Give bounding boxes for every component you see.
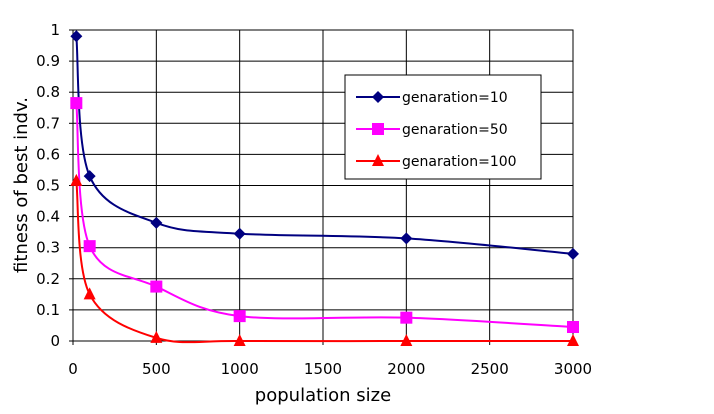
x-tick-label: 2500 [471, 360, 509, 378]
series-3 [70, 173, 579, 346]
data-point-marker [150, 330, 163, 343]
data-point-marker [150, 280, 163, 293]
x-axis-ticks: 0 500 1000 1500 2000 2500 3000 [68, 341, 592, 378]
series-1 [70, 30, 579, 260]
data-point-marker [70, 173, 83, 186]
x-tick-label: 3000 [554, 360, 592, 378]
y-tick-label: 0.2 [36, 270, 60, 288]
x-tick-label: 500 [142, 360, 171, 378]
data-point-marker [400, 311, 413, 324]
data-point-marker [400, 232, 413, 245]
x-tick-label: 1500 [304, 360, 342, 378]
y-tick-label: 0.8 [36, 83, 60, 101]
y-tick-label: 0.7 [36, 114, 60, 132]
data-point-marker [567, 247, 579, 260]
y-tick-label: 0.5 [36, 177, 60, 195]
data-point-marker [83, 240, 96, 253]
data-point-marker [70, 97, 83, 110]
y-tick-label: 0.3 [36, 239, 60, 257]
data-point-marker [150, 216, 163, 229]
legend-marker [372, 91, 384, 103]
legend-marker [372, 154, 384, 166]
data-point-marker [83, 170, 96, 183]
data-point-marker [567, 321, 579, 334]
data-point-marker [233, 227, 246, 240]
y-tick-label: 0.9 [36, 52, 60, 70]
legend-label: genaration=10 [402, 90, 508, 106]
x-tick-label: 2000 [387, 360, 425, 378]
data-point-marker [400, 334, 413, 346]
legend-item: genaration=100 [356, 154, 517, 170]
legend: genaration=10 genaration=50 genaration=100 [344, 74, 542, 180]
x-axis-title: population size [255, 385, 391, 406]
legend-label: genaration=50 [402, 122, 508, 138]
x-tick-label: 0 [68, 360, 78, 378]
data-point-marker [233, 310, 246, 323]
data-point-marker [567, 334, 579, 346]
x-tick-label: 1000 [221, 360, 259, 378]
y-axis-title: fitness of best indv. [11, 97, 32, 273]
y-tick-label: 0 [50, 332, 60, 350]
y-axis-ticks: 0 0.1 0.2 0.3 0.4 0.5 0.6 0.7 0.8 0.9 1 [36, 21, 73, 350]
series-line [75, 180, 573, 344]
legend-label: genaration=100 [402, 154, 517, 170]
legend-item: genaration=10 [356, 90, 508, 106]
series-line [75, 36, 574, 255]
y-tick-label: 1 [50, 21, 60, 39]
data-point-marker [83, 287, 96, 300]
data-point-marker [70, 30, 83, 43]
y-tick-label: 0.1 [36, 301, 60, 319]
legend-item: genaration=50 [356, 122, 508, 138]
y-tick-label: 0.4 [36, 208, 60, 226]
legend-marker [372, 123, 384, 135]
y-tick-label: 0.6 [36, 145, 60, 163]
series-group [70, 30, 579, 346]
series-2 [70, 97, 579, 334]
data-point-marker [233, 334, 246, 346]
series-line [75, 102, 574, 329]
